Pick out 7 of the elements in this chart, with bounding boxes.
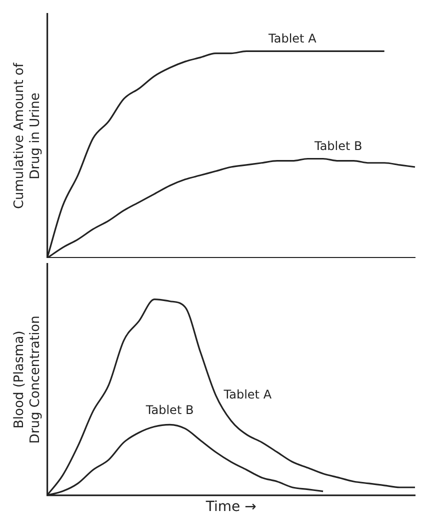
series-label: Tablet B: [144, 402, 194, 417]
series-label: Tablet B: [313, 138, 362, 153]
series-label: Tablet A: [222, 387, 272, 402]
y-axis-title: Cumulative Amount of Drug in Urine: [12, 62, 43, 210]
y-axis-title: Blood (Plasma) Drug Concentration: [12, 316, 43, 444]
series-label: Tablet A: [268, 31, 318, 46]
x-axis-title: Time →: [204, 499, 257, 516]
